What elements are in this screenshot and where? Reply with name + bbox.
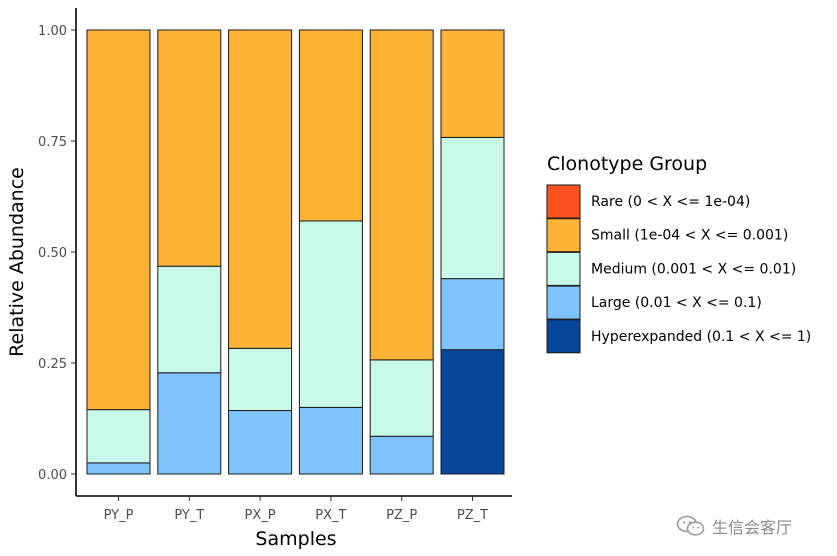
y-tick-label: 0.25 (38, 357, 67, 372)
x-axis-title: Samples (255, 528, 336, 550)
bar-pz-t-hyperexpanded (440, 349, 505, 475)
y-tick-label: 1.00 (38, 24, 67, 39)
legend: Clonotype Group Rare (0 < X <= 1e-04) Smal… (546, 153, 811, 354)
bar-py-p-medium (86, 409, 151, 464)
legend-label-medium: Medium (0.001 < X <= 0.01) (591, 261, 796, 277)
bar-pz-t-small (440, 29, 505, 138)
legend-swatch-rare (546, 184, 581, 219)
bar-pz-p-medium (369, 359, 434, 437)
legend-swatch-small (546, 218, 581, 253)
bar-py-t-medium (157, 265, 222, 374)
bar-pz-t-medium (440, 136, 505, 280)
bar-px-p-small (228, 29, 293, 349)
y-axis-title: Relative Abundance (6, 167, 28, 357)
legend-label-rare: Rare (0 < X <= 1e-04) (591, 194, 750, 210)
x-tick-label-pz-t: PZ_T (457, 508, 488, 523)
legend-title: Clonotype Group (547, 153, 707, 175)
wechat-icon (676, 515, 705, 536)
bar-py-t-small (157, 29, 222, 267)
bar-py-p-small (86, 29, 151, 411)
bar-py-p-large (86, 462, 151, 475)
bar-pz-t-large (440, 278, 505, 351)
bars-group (86, 29, 505, 475)
x-tick-label-py-p: PY_P (104, 508, 134, 523)
y-tick-label: 0.75 (38, 135, 67, 150)
bar-px-t-small (298, 29, 363, 222)
y-tick-label: 0.00 (38, 468, 67, 483)
legend-label-large: Large (0.01 < X <= 0.1) (591, 295, 762, 311)
watermark-text: 生信会客厅 (712, 518, 793, 537)
legend-swatch-large (546, 285, 581, 320)
bar-pz-p-large (369, 435, 434, 475)
bar-px-p-medium (228, 347, 293, 412)
x-tick-label-px-t: PX_T (315, 508, 346, 523)
bar-pz-p-small (369, 29, 434, 361)
bar-px-t-medium (298, 220, 363, 408)
bar-px-p-large (228, 410, 293, 475)
axes-group: 0.00 0.25 0.50 0.75 1.00 PY_P PY_T PX_P PX_T PZ_P… (6, 8, 512, 550)
bar-px-t-large (298, 406, 363, 475)
y-tick-label: 0.50 (38, 246, 67, 261)
x-tick-label-py-t: PY_T (174, 508, 204, 523)
legend-label-hyperexpanded: Hyperexpanded (0.1 < X <= 1) (591, 329, 811, 345)
legend-swatch-medium (546, 251, 581, 286)
bar-py-t-large (157, 372, 222, 475)
x-tick-label-px-p: PX_P (245, 508, 276, 523)
watermark: 生信会客厅 (676, 512, 826, 540)
legend-swatch-hyperexpanded (546, 319, 581, 354)
legend-label-small: Small (1e-04 < X <= 0.001) (591, 228, 788, 244)
x-tick-label-pz-p: PZ_P (386, 508, 417, 523)
